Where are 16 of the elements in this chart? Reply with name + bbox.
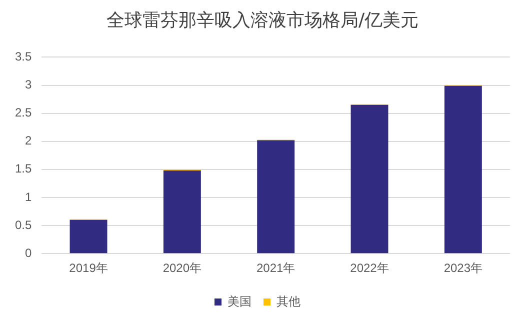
x-tick-label: 2019年: [69, 261, 108, 276]
legend-label: 其他: [276, 294, 300, 308]
y-tick-label: 3.5: [14, 50, 32, 64]
y-tick-label: 1.5: [14, 162, 32, 176]
y-tick-label: 0: [24, 246, 32, 260]
x-tick-label: 2022年: [350, 261, 389, 276]
y-tick-label: 2.5: [14, 106, 32, 120]
x-tick-label: 2020年: [162, 261, 202, 276]
y-tick-label: 1: [24, 190, 32, 204]
y-tick-label: 0.5: [14, 218, 32, 232]
chart-title: 全球雷芬那辛吸入溶液市场格局/亿美元: [105, 9, 420, 32]
y-tick-label: 2: [24, 134, 32, 148]
x-tick-label: 2023年: [444, 261, 483, 276]
y-tick-label: 3: [24, 78, 32, 92]
legend-label: 美国: [228, 294, 252, 308]
x-tick-label: 2021年: [256, 261, 296, 276]
